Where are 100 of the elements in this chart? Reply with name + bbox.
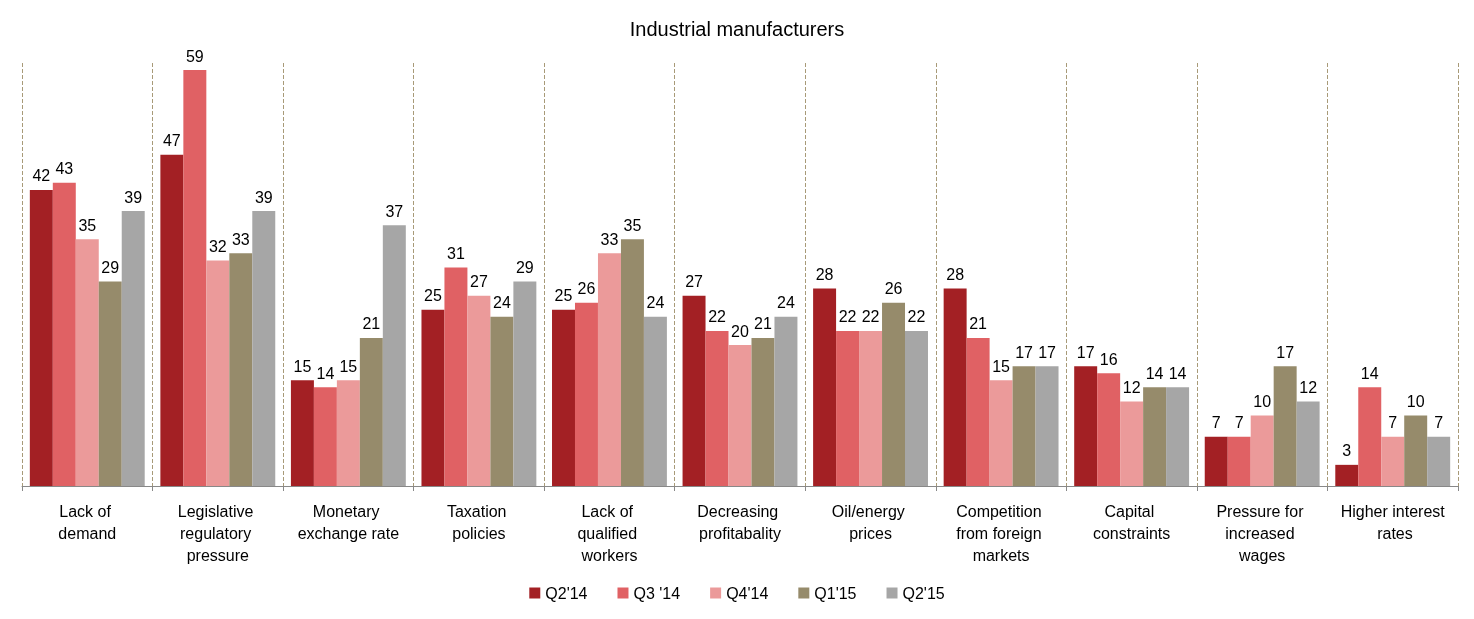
data-label: 24	[777, 294, 795, 312]
x-tick-label: Decreasing profitabality	[697, 502, 783, 542]
data-label: 22	[708, 308, 727, 326]
data-label: 29	[101, 259, 120, 277]
data-label: 15	[339, 357, 358, 375]
bar	[1427, 436, 1451, 486]
bar	[836, 330, 860, 486]
bar	[1012, 366, 1036, 486]
bar	[989, 380, 1013, 486]
bar	[513, 281, 537, 486]
x-tick-label: Capital constraints	[1092, 502, 1171, 542]
bar	[682, 295, 706, 486]
data-label: 24	[646, 294, 665, 312]
data-label: 14	[1168, 364, 1187, 382]
data-label: 17	[1038, 343, 1057, 361]
data-label: 22	[907, 308, 926, 326]
bar	[121, 211, 145, 486]
bar	[905, 330, 928, 486]
data-label: 25	[554, 287, 573, 305]
bar	[574, 302, 598, 486]
data-label: 35	[623, 216, 642, 234]
x-tick-label: Taxation policies	[446, 502, 511, 542]
data-label: 17	[1276, 343, 1295, 361]
bar	[467, 295, 491, 486]
bar	[1166, 387, 1190, 486]
bar	[252, 211, 276, 486]
bar	[490, 316, 514, 486]
legend-label: Q2'15	[902, 584, 945, 602]
data-label: 14	[1360, 364, 1379, 382]
bar	[1404, 415, 1428, 486]
data-label: 26	[884, 280, 903, 298]
bar	[1097, 373, 1121, 486]
chart-title: Industrial manufacturers	[629, 18, 845, 40]
data-label: 25	[424, 287, 442, 305]
bar	[882, 302, 906, 486]
data-label: 12	[1299, 378, 1318, 396]
data-label: 7	[1388, 414, 1398, 432]
bar	[1204, 436, 1228, 486]
bar	[160, 154, 184, 486]
bar	[382, 225, 406, 486]
bar	[1358, 387, 1382, 486]
data-label: 10	[1406, 393, 1425, 410]
bar	[229, 253, 253, 486]
bar	[643, 316, 667, 486]
bar	[183, 70, 207, 486]
bar	[206, 260, 230, 486]
data-label: 31	[447, 244, 465, 262]
bar	[444, 267, 468, 486]
legend-label: Q1'15	[814, 584, 857, 602]
data-label: 15	[293, 357, 312, 375]
bar	[75, 239, 99, 486]
bar	[359, 337, 383, 486]
data-label: 59	[185, 47, 204, 65]
bar	[1143, 387, 1167, 486]
bar	[774, 316, 798, 486]
bar	[552, 309, 575, 486]
legend-label: Q2'14	[545, 584, 588, 602]
data-label: 29	[515, 259, 534, 277]
data-label: 35	[78, 216, 97, 234]
bar	[98, 281, 122, 486]
bar	[313, 387, 337, 486]
data-label: 28	[946, 266, 965, 284]
bar	[966, 337, 990, 486]
data-label: 32	[208, 237, 227, 255]
bar	[597, 253, 621, 486]
bar	[751, 337, 775, 486]
data-label: 33	[600, 230, 619, 248]
data-label: 7	[1234, 414, 1244, 432]
bar	[943, 288, 967, 486]
bar	[813, 288, 837, 486]
data-label: 10	[1253, 393, 1272, 410]
bar	[336, 380, 360, 486]
data-label: 39	[254, 188, 273, 206]
bar	[1035, 366, 1059, 486]
x-tick-label: Lack of qualified workers	[577, 502, 642, 564]
data-label: 21	[362, 315, 381, 333]
data-label: 47	[162, 132, 181, 150]
data-label: 37	[385, 202, 404, 220]
data-label: 7	[1434, 414, 1444, 432]
bar	[52, 182, 76, 486]
bar	[1296, 401, 1320, 486]
bar	[29, 189, 53, 486]
data-label: 42	[32, 167, 51, 185]
legend-label: Q4'14	[726, 584, 769, 602]
x-tick-label: Higher interest rates	[1340, 502, 1446, 542]
data-label: 16	[1099, 350, 1118, 368]
bar	[1335, 464, 1359, 486]
data-label: 17	[1015, 343, 1034, 361]
bar	[290, 380, 314, 486]
data-label: 26	[577, 280, 596, 298]
bar	[1250, 415, 1274, 486]
x-tick-label: Competition from foreign markets	[956, 502, 1046, 564]
data-label: 28	[815, 266, 834, 284]
x-tick-label: Oil/energy prices	[831, 502, 910, 542]
data-label: 27	[685, 273, 704, 291]
data-label: 22	[838, 308, 857, 326]
x-tick-label: Lack of demand	[58, 502, 117, 542]
data-label: 27	[470, 273, 488, 291]
bar	[859, 330, 883, 486]
legend-label: Q3 '14	[633, 584, 681, 602]
